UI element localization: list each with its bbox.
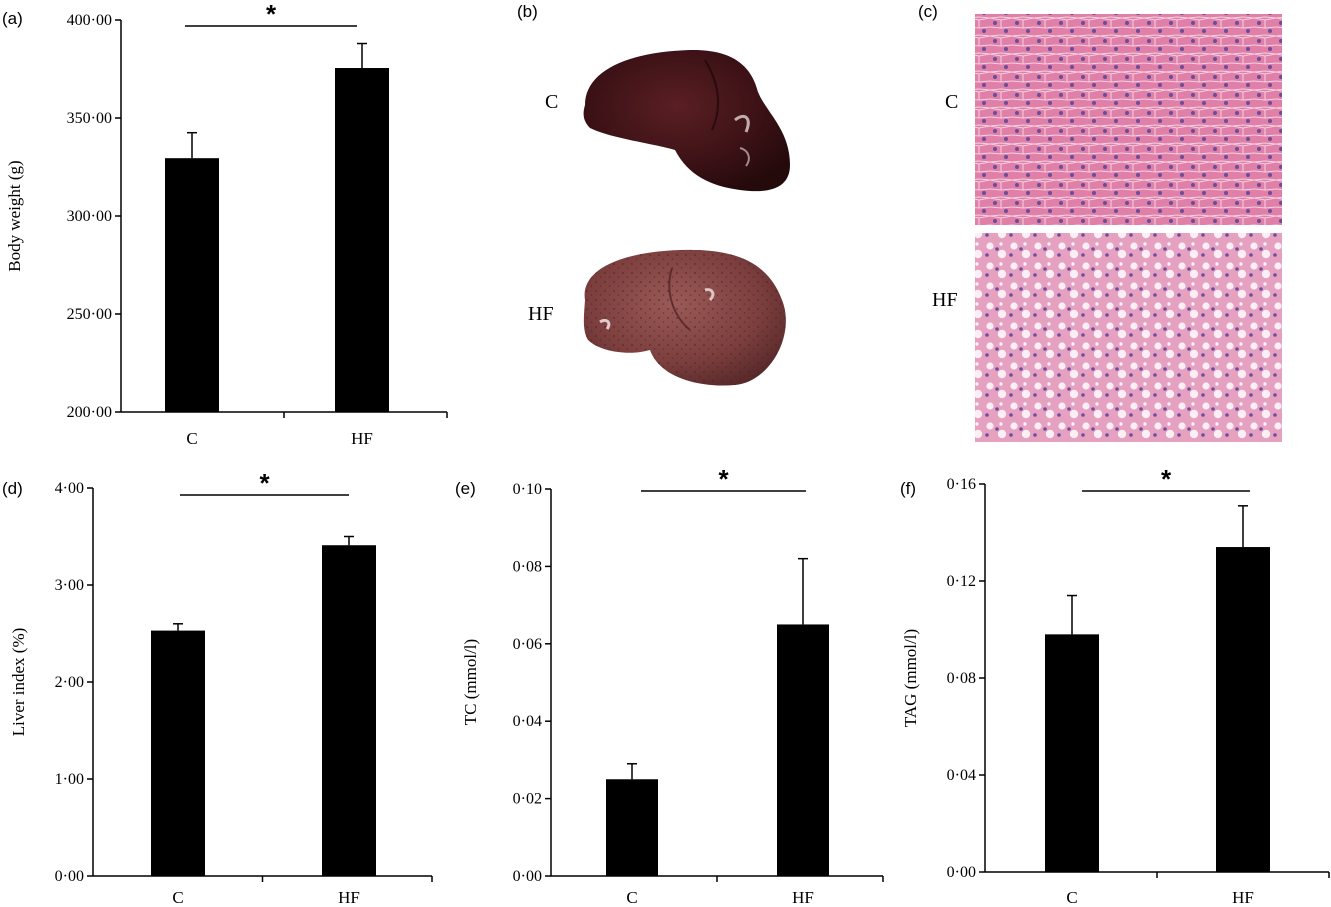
histology-image-control bbox=[975, 14, 1282, 225]
x-tick-label: C bbox=[186, 429, 197, 448]
y-axis-title: TC (mmol/l) bbox=[461, 639, 480, 725]
y-tick-label: 250·00 bbox=[67, 306, 112, 323]
histology-panel: (c) C HF bbox=[918, 2, 1282, 442]
significance-marker: * bbox=[1161, 464, 1172, 494]
significance-marker: * bbox=[259, 468, 270, 498]
panel-label-e: (e) bbox=[455, 479, 476, 498]
x-tick-label: C bbox=[1066, 888, 1077, 907]
panel-label-c: (c) bbox=[918, 2, 938, 21]
histology-label-c: C bbox=[945, 91, 958, 113]
y-tick-label: 1·00 bbox=[55, 771, 84, 788]
x-tick-label: C bbox=[172, 888, 183, 907]
y-tick-label: 0·00 bbox=[513, 868, 542, 885]
liver-photo-control bbox=[583, 49, 790, 192]
panel-label-f: (f) bbox=[900, 479, 916, 498]
y-tick-label: 0·08 bbox=[513, 558, 542, 575]
chart-panel-e: (e) 0·00 0·02 0·04 0·06 0·08 0·10 C HF TC (mmol/… bbox=[455, 464, 884, 907]
chart-panel-d: (d) 0·00 1·00 2·00 3·00 4·00 C HF Liver index (… bbox=[2, 468, 433, 907]
significance-marker: * bbox=[718, 464, 729, 494]
y-tick-label: 0·08 bbox=[947, 670, 976, 687]
chart-panel-f: (f) 0·00 0·04 0·08 0·12 0·16 C HF TAG (mmol/l) * bbox=[900, 464, 1330, 907]
y-tick-label: 3·00 bbox=[55, 577, 84, 594]
liver-photo-label-hf: HF bbox=[528, 303, 554, 325]
bar bbox=[335, 68, 389, 413]
y-tick-label: 350·00 bbox=[67, 110, 112, 127]
liver-photo-high-fat bbox=[583, 249, 786, 386]
liver-photo-label-c: C bbox=[545, 91, 558, 113]
y-tick-label: 0·06 bbox=[513, 636, 542, 653]
bar bbox=[606, 779, 658, 876]
y-tick-label: 400·00 bbox=[67, 12, 112, 29]
y-tick-label: 0·00 bbox=[947, 864, 976, 881]
bar bbox=[1216, 547, 1270, 872]
x-tick-label: HF bbox=[1232, 888, 1254, 907]
x-tick-label: C bbox=[626, 888, 637, 907]
y-tick-label: 2·00 bbox=[55, 674, 84, 691]
y-tick-label: 4·00 bbox=[55, 480, 84, 497]
y-axis-title: TAG (mmol/l) bbox=[901, 629, 920, 727]
y-tick-label: 0·10 bbox=[513, 481, 542, 498]
bar bbox=[777, 624, 829, 876]
y-tick-label: 0·12 bbox=[947, 573, 976, 590]
chart-panel-a: (a) 200·00 250·00 300·00 350·00 400·00 C HF Bod… bbox=[2, 0, 448, 448]
x-tick-label: HF bbox=[338, 888, 360, 907]
bar bbox=[1045, 634, 1099, 872]
bar bbox=[151, 630, 205, 876]
y-tick-label: 300·00 bbox=[67, 208, 112, 225]
liver-photo-panel: (b) C HF bbox=[517, 2, 790, 386]
y-tick-label: 0·02 bbox=[513, 791, 542, 808]
x-tick-label: HF bbox=[351, 429, 373, 448]
histology-label-hf: HF bbox=[932, 289, 958, 311]
y-tick-label: 0·04 bbox=[947, 767, 976, 784]
bar bbox=[322, 545, 376, 876]
panel-label-d: (d) bbox=[2, 479, 23, 498]
y-tick-label: 0·00 bbox=[55, 868, 84, 885]
bar bbox=[165, 158, 219, 412]
significance-marker: * bbox=[266, 0, 277, 29]
y-tick-label: 200·00 bbox=[67, 404, 112, 421]
histology-image-high-fat bbox=[975, 233, 1282, 442]
y-tick-label: 0·04 bbox=[513, 713, 542, 730]
panel-label-b: (b) bbox=[517, 2, 538, 21]
x-tick-label: HF bbox=[792, 888, 814, 907]
y-axis-title: Body weight (g) bbox=[5, 160, 24, 271]
y-axis-title: Liver index (%) bbox=[9, 628, 28, 737]
panel-label-a: (a) bbox=[2, 9, 23, 28]
y-tick-label: 0·16 bbox=[947, 476, 976, 493]
